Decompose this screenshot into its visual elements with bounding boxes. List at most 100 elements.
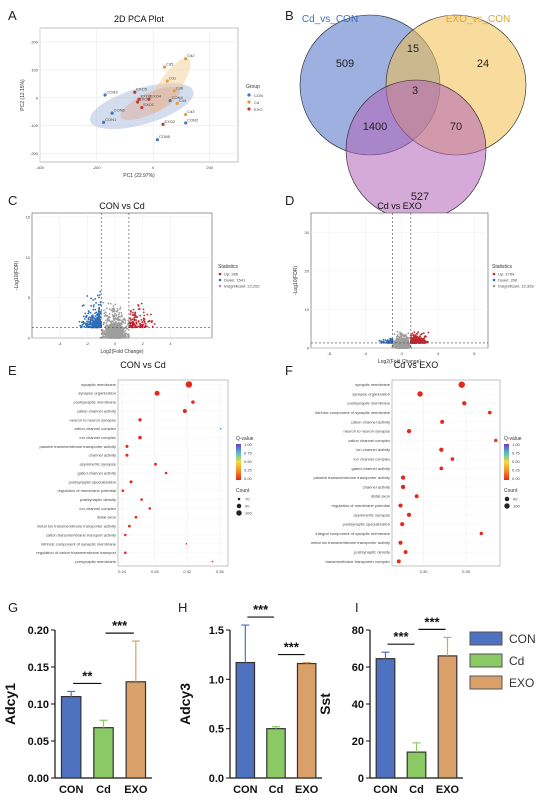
volcano-point xyxy=(140,318,143,321)
volcano-point xyxy=(401,346,404,349)
plot-frame xyxy=(391,379,501,567)
y-tick-label: 0.05 xyxy=(28,736,49,748)
y-tick-label: 10 xyxy=(305,307,310,312)
volcano-point xyxy=(97,303,100,306)
x-axis-label: Log2(Fold Change) xyxy=(378,359,421,365)
x-tick-label: Cd xyxy=(269,784,284,796)
volcano-point xyxy=(118,328,121,330)
legend-marker xyxy=(492,284,496,288)
y-tick-label: -100 xyxy=(30,123,39,128)
x-tick-label: 0.24 xyxy=(118,569,127,574)
y-tick-label: 60 xyxy=(352,662,364,674)
y-axis-label: Adcy3 xyxy=(177,683,193,725)
plot-frame xyxy=(39,27,239,163)
volcano-point xyxy=(102,331,105,334)
significance-label: *** xyxy=(253,602,269,617)
y-tick-label: 0.20 xyxy=(28,625,49,637)
volcano-point xyxy=(91,320,94,322)
volcano-point xyxy=(118,326,121,329)
volcano-point xyxy=(410,334,412,337)
term-label: metal ion transmembrane transporter acti… xyxy=(37,524,116,529)
pca-point xyxy=(102,120,106,124)
volcano-point xyxy=(141,325,144,328)
volcano-point xyxy=(404,344,406,347)
volcano-point xyxy=(140,302,143,305)
volcano-point xyxy=(402,335,405,337)
volcano-point xyxy=(110,320,113,323)
volcano-point xyxy=(99,290,102,293)
q-tick-label: 0.75 xyxy=(512,451,521,456)
y-tick-label: 0.10 xyxy=(28,699,49,711)
volcano-point xyxy=(102,335,105,338)
volcano-point xyxy=(417,331,420,333)
volcano-point xyxy=(393,333,396,336)
volcano-point xyxy=(405,339,408,342)
volcano-point xyxy=(110,322,113,324)
volcano-point xyxy=(108,308,111,311)
enrichment-dot xyxy=(462,401,467,406)
point-label: Cd5 xyxy=(166,62,174,67)
volcano-point xyxy=(94,317,97,320)
volcano-point xyxy=(397,342,399,345)
term-label: ion channel complex xyxy=(80,506,116,511)
volcano-point xyxy=(85,315,87,318)
volcano-point xyxy=(110,324,113,326)
q-colorbar xyxy=(236,444,241,480)
x-tick-label: 0 xyxy=(152,165,155,170)
volcano-point xyxy=(141,320,144,323)
x-tick-label: 0.30 xyxy=(420,569,429,574)
legend-marker xyxy=(218,272,222,276)
enrichment-dot xyxy=(400,475,406,480)
volcano-point xyxy=(417,339,420,342)
term-label: postsynaptic specialization xyxy=(69,479,116,484)
volcano-point xyxy=(139,314,142,317)
volcano-point xyxy=(414,336,417,339)
count-label: 100 xyxy=(513,504,520,509)
point-label: Cd4 xyxy=(179,98,187,103)
y-tick-label: 1.5 xyxy=(209,625,224,637)
volcano-point xyxy=(416,341,418,343)
volcano-point xyxy=(112,321,115,324)
bar xyxy=(406,751,427,779)
volcano-point xyxy=(139,322,141,325)
volcano-point xyxy=(86,295,89,297)
pca-point xyxy=(165,79,169,83)
legend-marker xyxy=(492,272,496,276)
volcano-point xyxy=(399,340,401,342)
enrichment-dot xyxy=(182,409,187,413)
volcano-point xyxy=(129,318,132,321)
volcano-point xyxy=(403,339,406,342)
volcano-point xyxy=(84,312,87,315)
volcano-point xyxy=(82,320,85,323)
volcano-point xyxy=(123,327,126,330)
volcano-point xyxy=(98,312,100,314)
chart-title: Cd vs EXO xyxy=(394,360,439,370)
volcano-point xyxy=(96,313,98,316)
volcano-point xyxy=(113,330,116,333)
volcano-point xyxy=(113,314,116,317)
volcano-point xyxy=(93,304,95,306)
volcano-point xyxy=(416,336,419,338)
y-axis-label: Sst xyxy=(317,693,333,715)
legend-label: Cd xyxy=(254,100,259,105)
volcano-point xyxy=(114,303,117,306)
volcano-point xyxy=(404,337,407,340)
x-tick-label: -2 xyxy=(86,341,90,346)
volcano-point xyxy=(119,306,122,309)
y-axis-label: -Log10(FDR) xyxy=(14,261,20,291)
volcano-point xyxy=(117,332,119,335)
volcano-point xyxy=(403,335,406,338)
volcano-point xyxy=(89,311,92,314)
volcano-point xyxy=(107,327,110,330)
venn-diagram: Cd_vs_CONEXO_vs_CONEXO_vs_Cd509245271514… xyxy=(299,14,527,240)
volcano-point xyxy=(397,346,400,349)
volcano-point xyxy=(117,330,120,333)
y-axis-label: Adcy1 xyxy=(2,683,18,725)
volcano-point xyxy=(91,317,93,319)
volcano-point xyxy=(407,332,410,335)
enrichment-dot xyxy=(121,489,125,492)
term-label: passive transmembrane transporter activi… xyxy=(40,444,116,449)
volcano-point xyxy=(388,341,391,344)
enrichment-dot xyxy=(148,507,152,510)
panel-label-c: C xyxy=(8,193,17,208)
